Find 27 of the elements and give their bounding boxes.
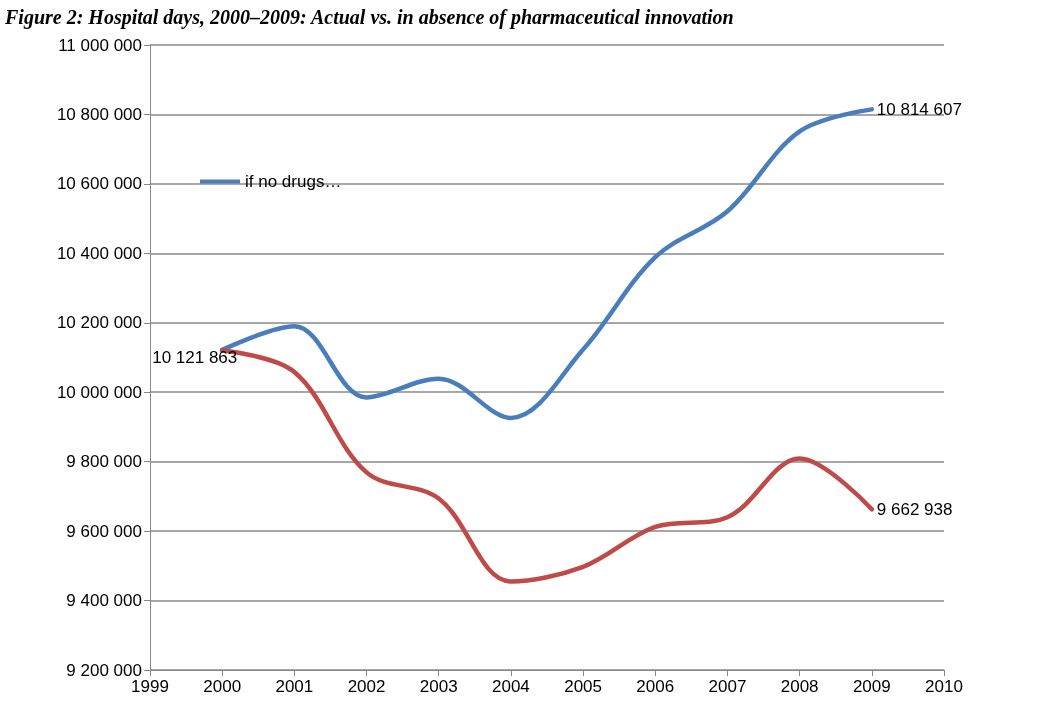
x-tick-label: 2007	[708, 677, 747, 696]
x-tick-label: 2005	[564, 677, 602, 696]
data-label: 10 121 863	[152, 348, 238, 368]
data-label: 9 662 938	[876, 499, 953, 519]
x-tick-label: 2002	[347, 677, 386, 696]
y-tick-label: 10 000 000	[56, 382, 142, 402]
x-tick-label: 2003	[419, 677, 458, 696]
y-tick-label: 11 000 000	[58, 35, 142, 55]
y-tick-label: 10 200 000	[56, 313, 142, 333]
x-tick-label: 2004	[492, 677, 530, 696]
y-tick-label: 10 400 000	[56, 243, 142, 263]
x-tick-label: 2008	[780, 677, 819, 696]
x-tick-label: 2006	[636, 677, 675, 696]
x-tick-label: 2009	[852, 677, 891, 696]
x-tick-label: 1999	[131, 677, 169, 696]
data-label: 10 814 607	[876, 99, 962, 119]
legend-label: if no drugs…	[245, 172, 342, 191]
y-tick-label: 9 400 000	[66, 591, 142, 611]
y-tick-label: 9 600 000	[66, 521, 142, 541]
y-tick-label: 9 200 000	[66, 660, 142, 680]
y-tick-label: 10 600 000	[56, 174, 142, 194]
y-tick-label: 10 800 000	[56, 104, 142, 124]
y-tick-label: 9 800 000	[66, 452, 142, 472]
x-tick-label: 2000	[203, 677, 242, 696]
chart-title: Figure 2: Hospital days, 2000–2009: Actual vs. in absence of pharmaceutical innovation	[4, 6, 734, 29]
x-tick-label: 2010	[925, 677, 963, 696]
x-tick-label: 2001	[275, 677, 314, 696]
